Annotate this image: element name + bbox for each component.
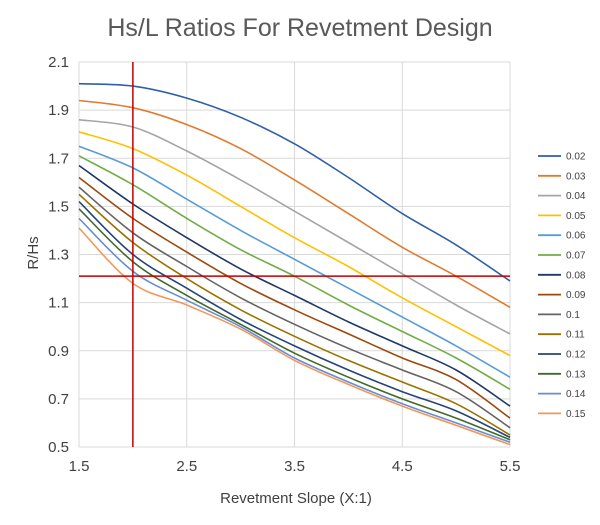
legend-label: 0.05 <box>566 211 586 222</box>
series-line-0.12 <box>78 201 511 439</box>
y-tick-label: 1.7 <box>48 150 69 167</box>
legend-label: 0.07 <box>566 251 586 262</box>
series-line-0.05 <box>78 131 511 357</box>
legend-label: 0.15 <box>566 409 586 420</box>
y-tick-label: 0.9 <box>48 343 69 360</box>
y-tick-label: 2.1 <box>48 54 69 71</box>
legend: 0.02 0.03 0.04 0.05 0.06 0.07 0.08 0.09 0.1 0.11 0… <box>538 152 586 420</box>
legend-label: 0.12 <box>566 350 586 361</box>
legend-label: 0.09 <box>566 290 586 301</box>
legend-label: 0.08 <box>566 270 586 281</box>
legend-label: 0.1 <box>566 310 580 321</box>
x-tick-label: 1.5 <box>69 458 90 475</box>
x-axis-label: Revetment Slope (X:1) <box>220 490 372 507</box>
y-tick-label: 0.7 <box>48 391 69 408</box>
series-line-0.06 <box>78 145 511 378</box>
legend-label: 0.13 <box>566 369 586 380</box>
x-tick-label: 4.5 <box>392 458 413 475</box>
x-tick-label: 5.5 <box>500 458 521 475</box>
series-line-0.14 <box>78 217 511 443</box>
y-tick-label: 1.1 <box>48 295 69 312</box>
x-tick-label: 3.5 <box>284 458 305 475</box>
legend-label: 0.06 <box>566 231 586 242</box>
y-tick-label: 0.5 <box>48 439 69 456</box>
grid <box>78 61 511 448</box>
legend-label: 0.03 <box>566 171 586 182</box>
legend-label: 0.11 <box>566 330 585 341</box>
legend-label: 0.04 <box>566 191 586 202</box>
reference-lines <box>79 62 510 447</box>
y-tick-label: 1.9 <box>48 102 69 119</box>
series-line-0.13 <box>78 208 511 441</box>
series-line-0.09 <box>78 176 511 419</box>
series-line-0.15 <box>78 227 511 446</box>
series-line-0.03 <box>78 99 511 309</box>
y-tick-label: 1.5 <box>48 198 69 215</box>
series-line-0.04 <box>78 119 511 335</box>
series-lines <box>78 82 511 446</box>
series-line-0.02 <box>78 82 511 282</box>
y-tick-label: 1.3 <box>48 247 69 264</box>
x-tick-label: 2.5 <box>176 458 197 475</box>
legend-label: 0.02 <box>566 152 586 163</box>
series-line-0.1 <box>78 186 511 429</box>
legend-label: 0.14 <box>566 389 586 400</box>
chart-title: Hs/L Ratios For Revetment Design <box>107 14 492 42</box>
y-axis-label: R/Hs <box>25 236 42 269</box>
tick-labels: 0.5 0.7 0.9 1.1 1.3 1.5 1.7 1.9 2.1 1.5 2.5 3.5 4.5 5… <box>48 54 520 475</box>
series-line-0.11 <box>78 193 511 436</box>
series-line-0.08 <box>78 164 511 407</box>
